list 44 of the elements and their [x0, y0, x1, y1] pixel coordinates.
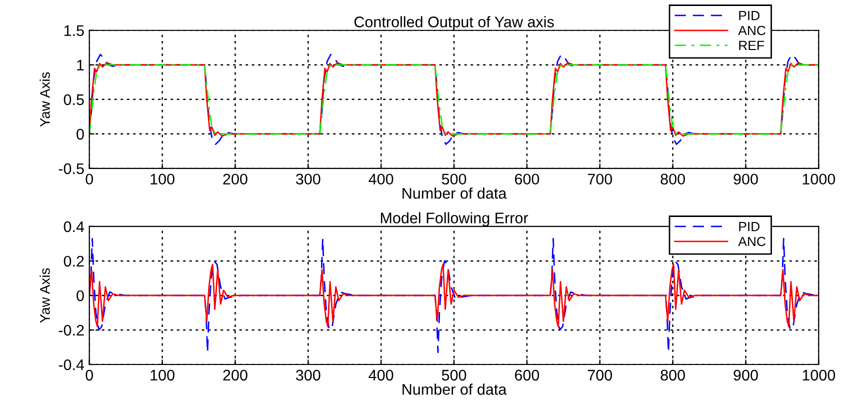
x-tick-label: 900 [734, 370, 758, 381]
y-axis-title: Yaw Axis [40, 72, 50, 127]
chart-title: Model Following Error [380, 212, 528, 226]
x-tick-label: 500 [442, 370, 466, 381]
x-tick-label: 600 [514, 174, 540, 185]
x-tick-label: 300 [296, 174, 320, 185]
chart-title: Controlled Output of Yaw axis [354, 16, 554, 30]
x-tick-label: 700 [588, 174, 612, 185]
y-tick-label: 1 [77, 60, 84, 70]
y-tick-label: -0.4 [58, 359, 84, 370]
legend-label: REF [739, 40, 764, 50]
x-tick-label: 700 [588, 370, 612, 381]
x-tick-label: 800 [660, 174, 685, 185]
y-tick-label: 1.5 [64, 25, 84, 36]
x-tick-label: 100 [150, 174, 174, 185]
x-tick-label: 0 [86, 370, 94, 381]
x-tick-label: 500 [442, 174, 466, 185]
y-tick-label: -0.2 [58, 324, 84, 336]
x-axis-title: Number of data [402, 384, 507, 395]
x-tick-label: 100 [150, 370, 174, 381]
legend-label: ANC [738, 236, 766, 246]
legend-label: PID [739, 11, 760, 20]
y-tick-label: 0 [76, 128, 84, 140]
x-tick-label: 600 [514, 370, 540, 381]
x-tick-label: 900 [734, 174, 758, 185]
y-tick-label: 0.4 [64, 221, 84, 232]
legend-label: ANC [738, 26, 766, 36]
x-axis-title: Number of data [402, 188, 507, 199]
y-tick-label: 0.2 [64, 256, 84, 267]
x-tick-label: 400 [368, 174, 394, 185]
legend-label: PID [739, 222, 760, 232]
x-tick-label: 0 [86, 174, 94, 185]
x-tick-label: 1000 [802, 174, 836, 185]
y-tick-label: -0.5 [58, 163, 84, 174]
x-tick-label: 200 [223, 370, 248, 381]
y-tick-label: 0 [76, 290, 84, 302]
y-axis-title: Yaw Axis [40, 268, 50, 323]
line-series [89, 264, 819, 328]
x-tick-label: 1000 [802, 370, 836, 381]
x-tick-label: 800 [660, 370, 685, 381]
x-tick-label: 400 [368, 370, 394, 381]
x-tick-label: 200 [223, 174, 248, 185]
x-tick-label: 300 [296, 370, 320, 381]
y-tick-label: 0.5 [64, 94, 84, 106]
